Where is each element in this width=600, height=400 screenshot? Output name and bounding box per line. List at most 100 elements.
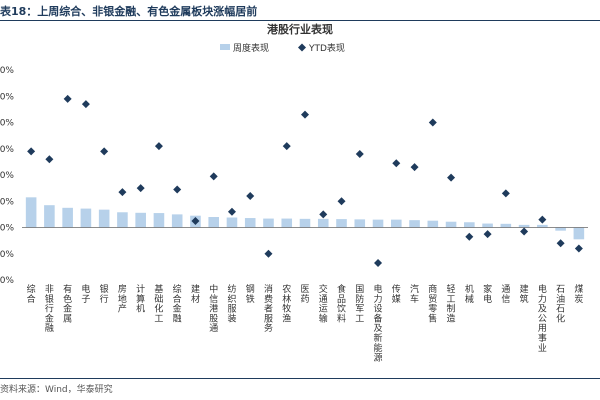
- bar-7: [153, 213, 165, 228]
- category-label-26: 通信: [501, 284, 510, 305]
- marker-25: [483, 230, 492, 239]
- category-label-22: 商贸零售: [428, 283, 437, 324]
- category-label-2: 有色金属: [63, 283, 72, 324]
- marker-11: [227, 207, 236, 216]
- y-tick-label: 50%: [0, 92, 14, 102]
- category-label-24: 机械: [465, 283, 474, 305]
- category-label-5: 房地产: [118, 283, 127, 315]
- category-label-14: 农林牧渔: [282, 283, 291, 324]
- category-label-30: 煤炭: [574, 283, 583, 305]
- y-tick-label: -20%: [0, 276, 14, 286]
- bar-18: [354, 219, 366, 228]
- marker-27: [520, 227, 529, 236]
- marker-18: [355, 150, 364, 158]
- marker-9: [191, 216, 200, 225]
- category-label-9: 建材: [191, 283, 200, 305]
- marker-14: [282, 142, 291, 151]
- marker-17: [337, 197, 346, 206]
- bar-19: [372, 219, 384, 228]
- marker-3: [81, 100, 90, 109]
- bar-10: [208, 217, 220, 228]
- bar-13: [263, 218, 274, 228]
- bar-30: [573, 227, 585, 240]
- figure-header: 表18：上周综合、非银金融、有色金属板块涨幅居前: [0, 0, 600, 22]
- bar-24: [464, 222, 475, 228]
- bar-8: [171, 214, 183, 228]
- marker-2: [63, 94, 72, 103]
- category-label-23: 轻工制造: [447, 283, 456, 324]
- bar-28: [537, 224, 548, 228]
- category-label-8: 综合金融: [173, 283, 182, 324]
- marker-24: [465, 232, 474, 241]
- category-label-0: 综合: [27, 283, 36, 305]
- bar-17: [336, 219, 347, 228]
- category-label-18: 国防军工: [355, 284, 364, 324]
- y-tick-label: -10%: [0, 250, 14, 260]
- category-label-13: 消费者服务: [264, 283, 273, 334]
- bar-12: [244, 218, 256, 228]
- category-label-19: 电力设备及新能源: [374, 283, 383, 364]
- category-label-27: 建筑: [520, 283, 529, 305]
- category-label-10: 中信港股通: [209, 283, 218, 334]
- bar-25: [482, 223, 493, 228]
- category-label-6: 计算机: [136, 283, 145, 315]
- category-label-15: 医药: [300, 284, 309, 305]
- bar-20: [390, 219, 402, 228]
- bar-29: [555, 227, 566, 231]
- marker-23: [447, 173, 456, 182]
- marker-1: [45, 155, 54, 164]
- marker-13: [264, 249, 273, 258]
- marker-0: [27, 147, 36, 156]
- marker-29: [556, 239, 565, 248]
- bar-5: [117, 212, 128, 228]
- category-label-4: 银行: [100, 283, 109, 305]
- chart-title: 港股行业表现: [267, 22, 333, 36]
- bar-1: [44, 205, 55, 228]
- y-tick-label: 30%: [0, 145, 14, 155]
- marker-21: [410, 163, 419, 172]
- bar-23: [445, 221, 457, 228]
- category-label-7: 基础化工: [154, 283, 163, 324]
- bar-15: [299, 218, 311, 228]
- category-label-17: 食品饮料: [337, 283, 346, 324]
- source-note: 资料来源：Wind，华泰研究: [0, 385, 113, 395]
- footer-rule: [0, 378, 600, 379]
- y-axis: -20% -10% 0% 10% 20% 30% 40% 50% 60%: [0, 66, 14, 286]
- category-label-1: 非银行金融: [45, 283, 54, 334]
- category-label-21: 汽车: [410, 283, 419, 305]
- bar-2: [62, 207, 73, 228]
- bar-21: [409, 220, 420, 228]
- bar-22: [427, 220, 439, 228]
- bar-series: [25, 197, 585, 240]
- marker-10: [209, 172, 218, 181]
- chart: 港股行业表现 周度表现 YTD表现 -20% -10% 0% 10% 20% 30% 40%…: [0, 22, 588, 364]
- category-label-20: 传媒: [392, 283, 401, 305]
- category-label-11: 纺织服装: [227, 283, 236, 324]
- y-tick-label: 20%: [0, 171, 14, 181]
- bar-11: [226, 217, 238, 228]
- y-tick-label: 10%: [0, 197, 14, 207]
- header-rule: [0, 20, 600, 21]
- bar-4: [98, 209, 110, 228]
- marker-15: [301, 110, 309, 119]
- category-label-25: 家电: [483, 283, 492, 305]
- marker-19: [374, 258, 383, 267]
- marker-series: [27, 94, 583, 267]
- marker-16: [319, 210, 328, 219]
- bar-16: [317, 218, 329, 228]
- marker-20: [392, 159, 401, 168]
- y-tick-label: 40%: [0, 119, 14, 129]
- marker-30: [574, 244, 583, 253]
- category-label-16: 交通运输: [319, 283, 328, 324]
- marker-28: [538, 215, 547, 224]
- marker-26: [501, 189, 510, 198]
- legend-swatch-marker: [298, 43, 306, 52]
- legend-label-bar: 周度表现: [233, 42, 269, 54]
- bar-27: [518, 224, 530, 228]
- bar-0: [25, 197, 37, 228]
- marker-6: [136, 184, 145, 193]
- legend: 周度表现 YTD表现: [220, 42, 345, 54]
- bar-14: [281, 218, 293, 228]
- marker-12: [246, 192, 255, 200]
